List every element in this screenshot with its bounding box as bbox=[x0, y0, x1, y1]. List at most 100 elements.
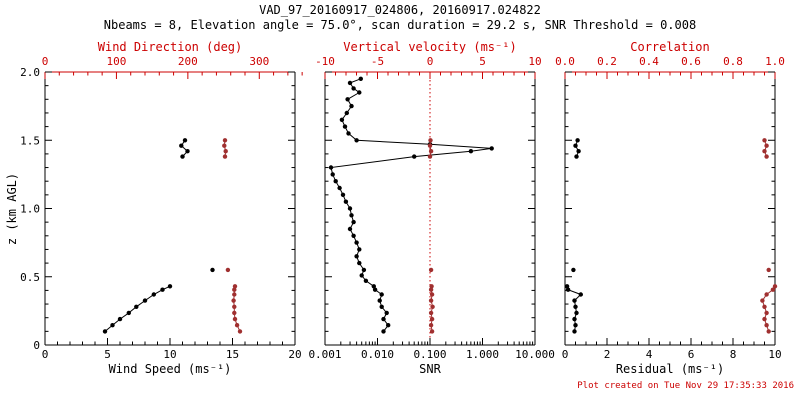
data-point-snr-profile bbox=[344, 110, 349, 116]
top-axis-tick-label: 0 bbox=[427, 55, 434, 68]
data-point-correlation-lower bbox=[766, 329, 771, 334]
data-point-snr-profile bbox=[340, 192, 346, 197]
data-point-residual-upper bbox=[573, 143, 578, 148]
data-point-correlation-lower bbox=[762, 316, 767, 322]
data-point-snr-profile bbox=[379, 292, 384, 297]
data-point-wind-direction-lower bbox=[232, 292, 237, 297]
bottom-axis-tick-label: 0.001 bbox=[308, 348, 341, 361]
data-point-snr-profile bbox=[357, 90, 362, 95]
data-point-residual-lower bbox=[573, 323, 578, 328]
data-point-vertical-velocity-upper bbox=[427, 143, 433, 148]
top-axis-tick-label: 0 bbox=[42, 55, 49, 68]
data-point-snr-profile bbox=[357, 247, 362, 252]
data-point-residual-lower bbox=[564, 284, 570, 289]
bottom-axis-tick-label: 8 bbox=[730, 348, 737, 361]
bottom-axis-tick-label: 0 bbox=[42, 348, 49, 361]
snr-axis-title: SNR bbox=[419, 362, 441, 376]
top-axis-tick-label: 1.0 bbox=[765, 55, 785, 68]
data-point-vertical-velocity-lower bbox=[430, 304, 435, 309]
bottom-axis-tick-label: 0.010 bbox=[361, 348, 394, 361]
data-point-wind-direction-lower bbox=[232, 310, 237, 316]
data-point-snr-profile bbox=[351, 86, 356, 91]
data-point-wind-direction-upper bbox=[222, 138, 228, 143]
data-point-snr-profile bbox=[489, 146, 494, 151]
top-axis-tick-label: 0.8 bbox=[723, 55, 743, 68]
data-point-residual-lower bbox=[572, 316, 577, 322]
data-point-wind-speed-upper bbox=[180, 154, 185, 159]
data-point-snr-profile bbox=[349, 213, 354, 218]
top-axis-tick-label: 0.0 bbox=[555, 55, 575, 68]
series-line-residual-upper bbox=[574, 140, 580, 157]
data-point-residual-lower bbox=[572, 329, 577, 334]
data-point-wind-direction-lower bbox=[232, 304, 237, 309]
top-axis-tick-label: 0.2 bbox=[597, 55, 617, 68]
data-point-residual-lower bbox=[572, 298, 577, 303]
data-point-residual-upper bbox=[575, 138, 580, 143]
data-point-correlation-upper bbox=[764, 154, 769, 159]
data-point-snr-profile bbox=[358, 76, 363, 82]
top-axis-tick-label: 100 bbox=[106, 55, 126, 68]
vertical-velocity-axis-title: Vertical velocity (ms⁻¹) bbox=[343, 40, 517, 54]
y-axis-tick-label: 1.0 bbox=[20, 203, 40, 216]
top-axis-tick-label: 200 bbox=[178, 55, 198, 68]
data-point-vertical-velocity-lower bbox=[428, 298, 434, 303]
wind-direction-axis-title: Wind Direction (deg) bbox=[97, 40, 243, 54]
data-point-snr-profile bbox=[381, 316, 386, 322]
data-point-wind-direction-upper bbox=[223, 149, 228, 154]
data-point-wind-direction-lower bbox=[232, 284, 238, 289]
bottom-axis-tick-label: 10 bbox=[768, 348, 781, 361]
bottom-axis-tick-label: 1.000 bbox=[466, 348, 499, 361]
bottom-axis-tick-label: 10 bbox=[163, 348, 176, 361]
data-point-wind-direction-mid bbox=[225, 267, 231, 273]
data-point-snr-profile bbox=[354, 254, 359, 259]
data-point-vertical-velocity-lower bbox=[428, 310, 434, 316]
series-line-wind-speed-lower bbox=[104, 285, 171, 332]
data-point-wind-speed-lower bbox=[117, 316, 123, 322]
data-point-wind-direction-upper bbox=[222, 143, 227, 148]
data-point-snr-profile bbox=[357, 260, 362, 266]
bottom-axis-tick-label: 5 bbox=[104, 348, 111, 361]
data-point-snr-profile bbox=[359, 273, 364, 278]
data-point-vertical-velocity-lower bbox=[429, 284, 434, 289]
data-point-wind-direction-upper bbox=[222, 154, 228, 159]
data-point-correlation-lower bbox=[764, 310, 769, 316]
bottom-axis-tick-label: 4 bbox=[646, 348, 653, 361]
y-axis-tick-label: 2.0 bbox=[20, 66, 40, 79]
top-axis-tick-label: 0.6 bbox=[681, 55, 701, 68]
data-point-correlation-lower bbox=[764, 292, 769, 297]
data-point-snr-profile bbox=[468, 149, 474, 154]
data-point-residual-lower bbox=[578, 292, 583, 297]
y-axis-tick-label: 1.5 bbox=[20, 134, 40, 147]
bottom-axis-tick-label: 20 bbox=[288, 348, 301, 361]
data-point-wind-speed-mid bbox=[210, 267, 215, 273]
data-point-wind-speed-lower bbox=[110, 323, 115, 328]
data-point-snr-profile bbox=[342, 124, 348, 129]
data-point-wind-direction-lower bbox=[232, 287, 237, 292]
data-point-wind-direction-lower bbox=[237, 329, 243, 334]
scan-parameters: Nbeams = 8, Elevation angle = 75.0°, sca… bbox=[103, 18, 697, 32]
data-point-snr-profile bbox=[347, 80, 353, 86]
correlation-axis-title: Correlation bbox=[630, 40, 710, 54]
plot-creation-timestamp: Plot created on Tue Nov 29 17:35:33 2016 bbox=[577, 381, 794, 391]
top-axis-tick-label: 10 bbox=[528, 55, 541, 68]
data-point-residual-lower bbox=[565, 287, 571, 292]
data-point-correlation-lower bbox=[764, 323, 769, 328]
data-point-snr-profile bbox=[363, 278, 369, 283]
data-point-residual-upper bbox=[576, 149, 581, 154]
data-point-snr-profile bbox=[347, 206, 353, 211]
data-point-residual-mid bbox=[571, 267, 576, 273]
series-line-wind-speed-upper bbox=[180, 140, 189, 157]
data-point-correlation-lower bbox=[760, 298, 765, 303]
top-axis-tick-label: 0.4 bbox=[639, 55, 659, 68]
data-point-snr-profile bbox=[379, 304, 384, 309]
data-point-snr-profile bbox=[381, 329, 386, 334]
bottom-axis-tick-label: 6 bbox=[688, 348, 695, 361]
data-point-residual-lower bbox=[574, 310, 579, 316]
data-point-snr-profile bbox=[384, 310, 389, 316]
data-point-wind-speed-upper bbox=[179, 143, 184, 148]
data-point-snr-profile bbox=[354, 240, 359, 245]
data-point-residual-upper bbox=[574, 154, 579, 159]
data-point-vertical-velocity-lower bbox=[429, 329, 435, 334]
data-point-correlation-mid bbox=[766, 267, 771, 273]
